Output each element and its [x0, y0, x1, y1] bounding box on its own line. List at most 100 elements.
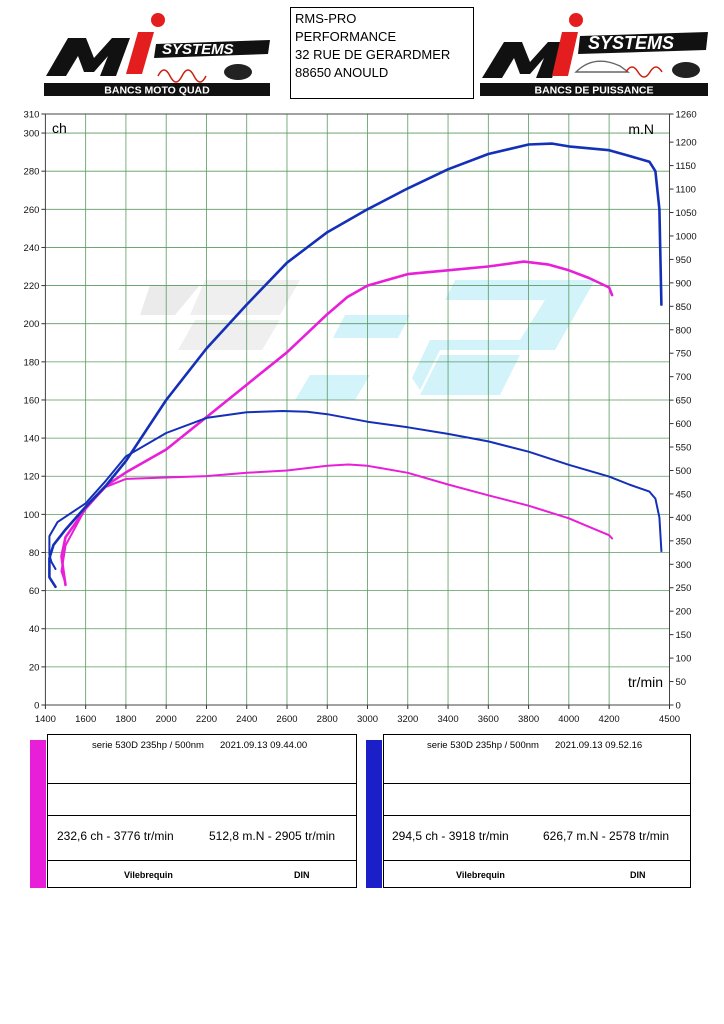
y-right-tick-label: 1050: [676, 208, 697, 219]
x-tick-label: 1400: [35, 714, 56, 725]
x-tick-label: 2400: [236, 714, 257, 725]
right-logo-tagline: BANCS DE PUISSANCE: [534, 85, 653, 97]
x-tick-label: 3600: [478, 714, 499, 725]
mi-systems-logo-right: SYSTEMS BANCS DE PUISSANCE: [476, 10, 708, 98]
left-logo-tagline: BANCS MOTO QUAD: [104, 85, 210, 97]
run-timestamp-1: 2021.09.13 09.44.00: [220, 740, 308, 751]
measure-point-2: Vilebrequin: [456, 870, 505, 880]
max-torque-1: 512,8 m.N - 2905 tr/min: [209, 829, 336, 843]
x-tick-label: 4500: [659, 714, 680, 725]
y-right-tick-label: 450: [676, 489, 692, 500]
mi-systems-logo-left: SYSTEMS BANCS MOTO QUAD: [38, 10, 270, 98]
y-left-tick-label: 0: [34, 701, 39, 712]
series-color-swatch-2: [366, 740, 382, 888]
y-right-tick-label: 1200: [676, 138, 697, 149]
y-right-tick-label: 100: [676, 654, 692, 665]
standard-2: DIN: [630, 870, 646, 880]
run-label-2: serie 530D 235hp / 500nm: [427, 740, 539, 751]
measure-point-1: Vilebrequin: [124, 870, 173, 880]
x-tick-label: 2200: [196, 714, 217, 725]
x-tick-label: 4000: [558, 714, 579, 725]
watermark-logo: [140, 280, 595, 400]
y-right-tick-label: 1100: [676, 185, 696, 196]
standard-1: DIN: [294, 870, 310, 880]
y-left-tick-label: 200: [24, 319, 40, 330]
address-line-2: PERFORMANCE: [295, 29, 397, 44]
dyno-chart: 1400 1600 1800 2000 2200 2400 2600 2800 3000 3200…: [24, 110, 697, 726]
y-right-tick-label: 150: [676, 630, 692, 641]
y-right-tick-label: 1000: [676, 231, 697, 242]
address-box: RMS-PRO PERFORMANCE 32 RUE DE GERARDMER …: [290, 7, 474, 99]
y-right-tick-label: 0: [676, 701, 681, 712]
y-axis-left-ticks: 0 20 40 60 80 100 120 140 160 180 200 220 240 260 280 3…: [24, 110, 46, 712]
result-panel-1: serie 530D 235hp / 500nm 2021.09.13 09.4…: [30, 734, 357, 888]
left-logo-brand: SYSTEMS: [162, 41, 234, 58]
y-left-tick-label: 180: [24, 357, 40, 368]
y-left-tick-label: 300: [24, 129, 40, 140]
y-right-tick-label: 500: [676, 466, 692, 477]
y-left-tick-label: 40: [29, 624, 40, 635]
y-right-tick-label: 850: [676, 302, 692, 313]
series-color-swatch-1: [30, 740, 46, 888]
x-tick-label: 2000: [156, 714, 177, 725]
x-tick-label: 3000: [357, 714, 378, 725]
x-tick-label: 4200: [599, 714, 620, 725]
y-axis-right-ticks: 0 50 100 150 200 250 300 350 400 450 500 550 600 650 7…: [669, 110, 697, 712]
x-tick-label: 1600: [75, 714, 96, 725]
y-right-tick-label: 550: [676, 443, 692, 454]
series-line-4-torque: [48, 410, 663, 570]
y-left-tick-label: 160: [24, 395, 40, 406]
series-line-2-torque: [60, 463, 614, 584]
right-logo-brand: SYSTEMS: [588, 33, 674, 53]
x-tick-label: 2600: [276, 714, 297, 725]
y-left-tick-label: 140: [24, 434, 40, 445]
y-right-tick-label: 800: [676, 325, 692, 336]
y-right-tick-label: 400: [676, 513, 692, 524]
y-right-tick-label: 600: [676, 419, 692, 430]
chart-series: [48, 142, 663, 589]
result-panel-2: serie 530D 235hp / 500nm 2021.09.13 09.5…: [366, 734, 691, 888]
plot-frame: [44, 113, 670, 706]
max-power-2: 294,5 ch - 3918 tr/min: [392, 829, 509, 843]
y-right-tick-label: 350: [676, 536, 692, 547]
chart-grid: [45, 114, 670, 705]
y-right-tick-label: 750: [676, 349, 692, 360]
y-right-tick-label: 650: [676, 396, 692, 407]
y-left-tick-label: 120: [24, 472, 40, 483]
y-left-tick-label: 260: [24, 205, 40, 216]
run-timestamp-2: 2021.09.13 09.52.16: [555, 740, 643, 751]
y-right-tick-label: 50: [676, 677, 687, 688]
address-line-3: 32 RUE DE GERARDMER: [295, 47, 451, 62]
y-right-tick-label: 1260: [676, 110, 697, 121]
x-tick-label: 2800: [317, 714, 338, 725]
x-tick-label: 3200: [397, 714, 418, 725]
series-line-1-power: [60, 260, 614, 587]
y-right-tick-label: 250: [676, 583, 692, 594]
y-right-tick-label: 950: [676, 255, 692, 266]
x-tick-label: 3400: [437, 714, 458, 725]
x-tick-label: 3800: [518, 714, 539, 725]
result-table-1: serie 530D 235hp / 500nm 2021.09.13 09.4…: [47, 734, 357, 888]
y-axis-left-label: ch: [52, 120, 67, 136]
x-axis-label: tr/min: [628, 674, 663, 690]
series-line-3-power: [48, 142, 663, 589]
y-left-tick-label: 220: [24, 281, 40, 292]
run-label-1: serie 530D 235hp / 500nm: [92, 740, 204, 751]
y-left-tick-label: 80: [29, 548, 40, 559]
y-right-tick-label: 700: [676, 372, 692, 383]
address-line-1: RMS-PRO: [295, 11, 357, 26]
y-left-tick-label: 280: [24, 167, 40, 178]
x-tick-label: 1800: [115, 714, 136, 725]
y-right-tick-label: 900: [676, 278, 692, 289]
y-right-tick-label: 300: [676, 560, 692, 571]
y-right-tick-label: 1150: [676, 161, 696, 172]
y-left-tick-label: 240: [24, 243, 40, 254]
max-power-1: 232,6 ch - 3776 tr/min: [57, 829, 174, 843]
result-table-2: serie 530D 235hp / 500nm 2021.09.13 09.5…: [383, 734, 691, 888]
y-axis-right-label: m.N: [628, 121, 654, 137]
y-left-tick-label: 60: [29, 586, 40, 597]
x-axis-ticks: 1400 1600 1800 2000 2200 2400 2600 2800 3000 3200…: [35, 705, 680, 725]
y-left-tick-label: 310: [24, 110, 40, 121]
y-left-tick-label: 20: [29, 662, 40, 673]
address-line-4: 88650 ANOULD: [295, 65, 389, 80]
